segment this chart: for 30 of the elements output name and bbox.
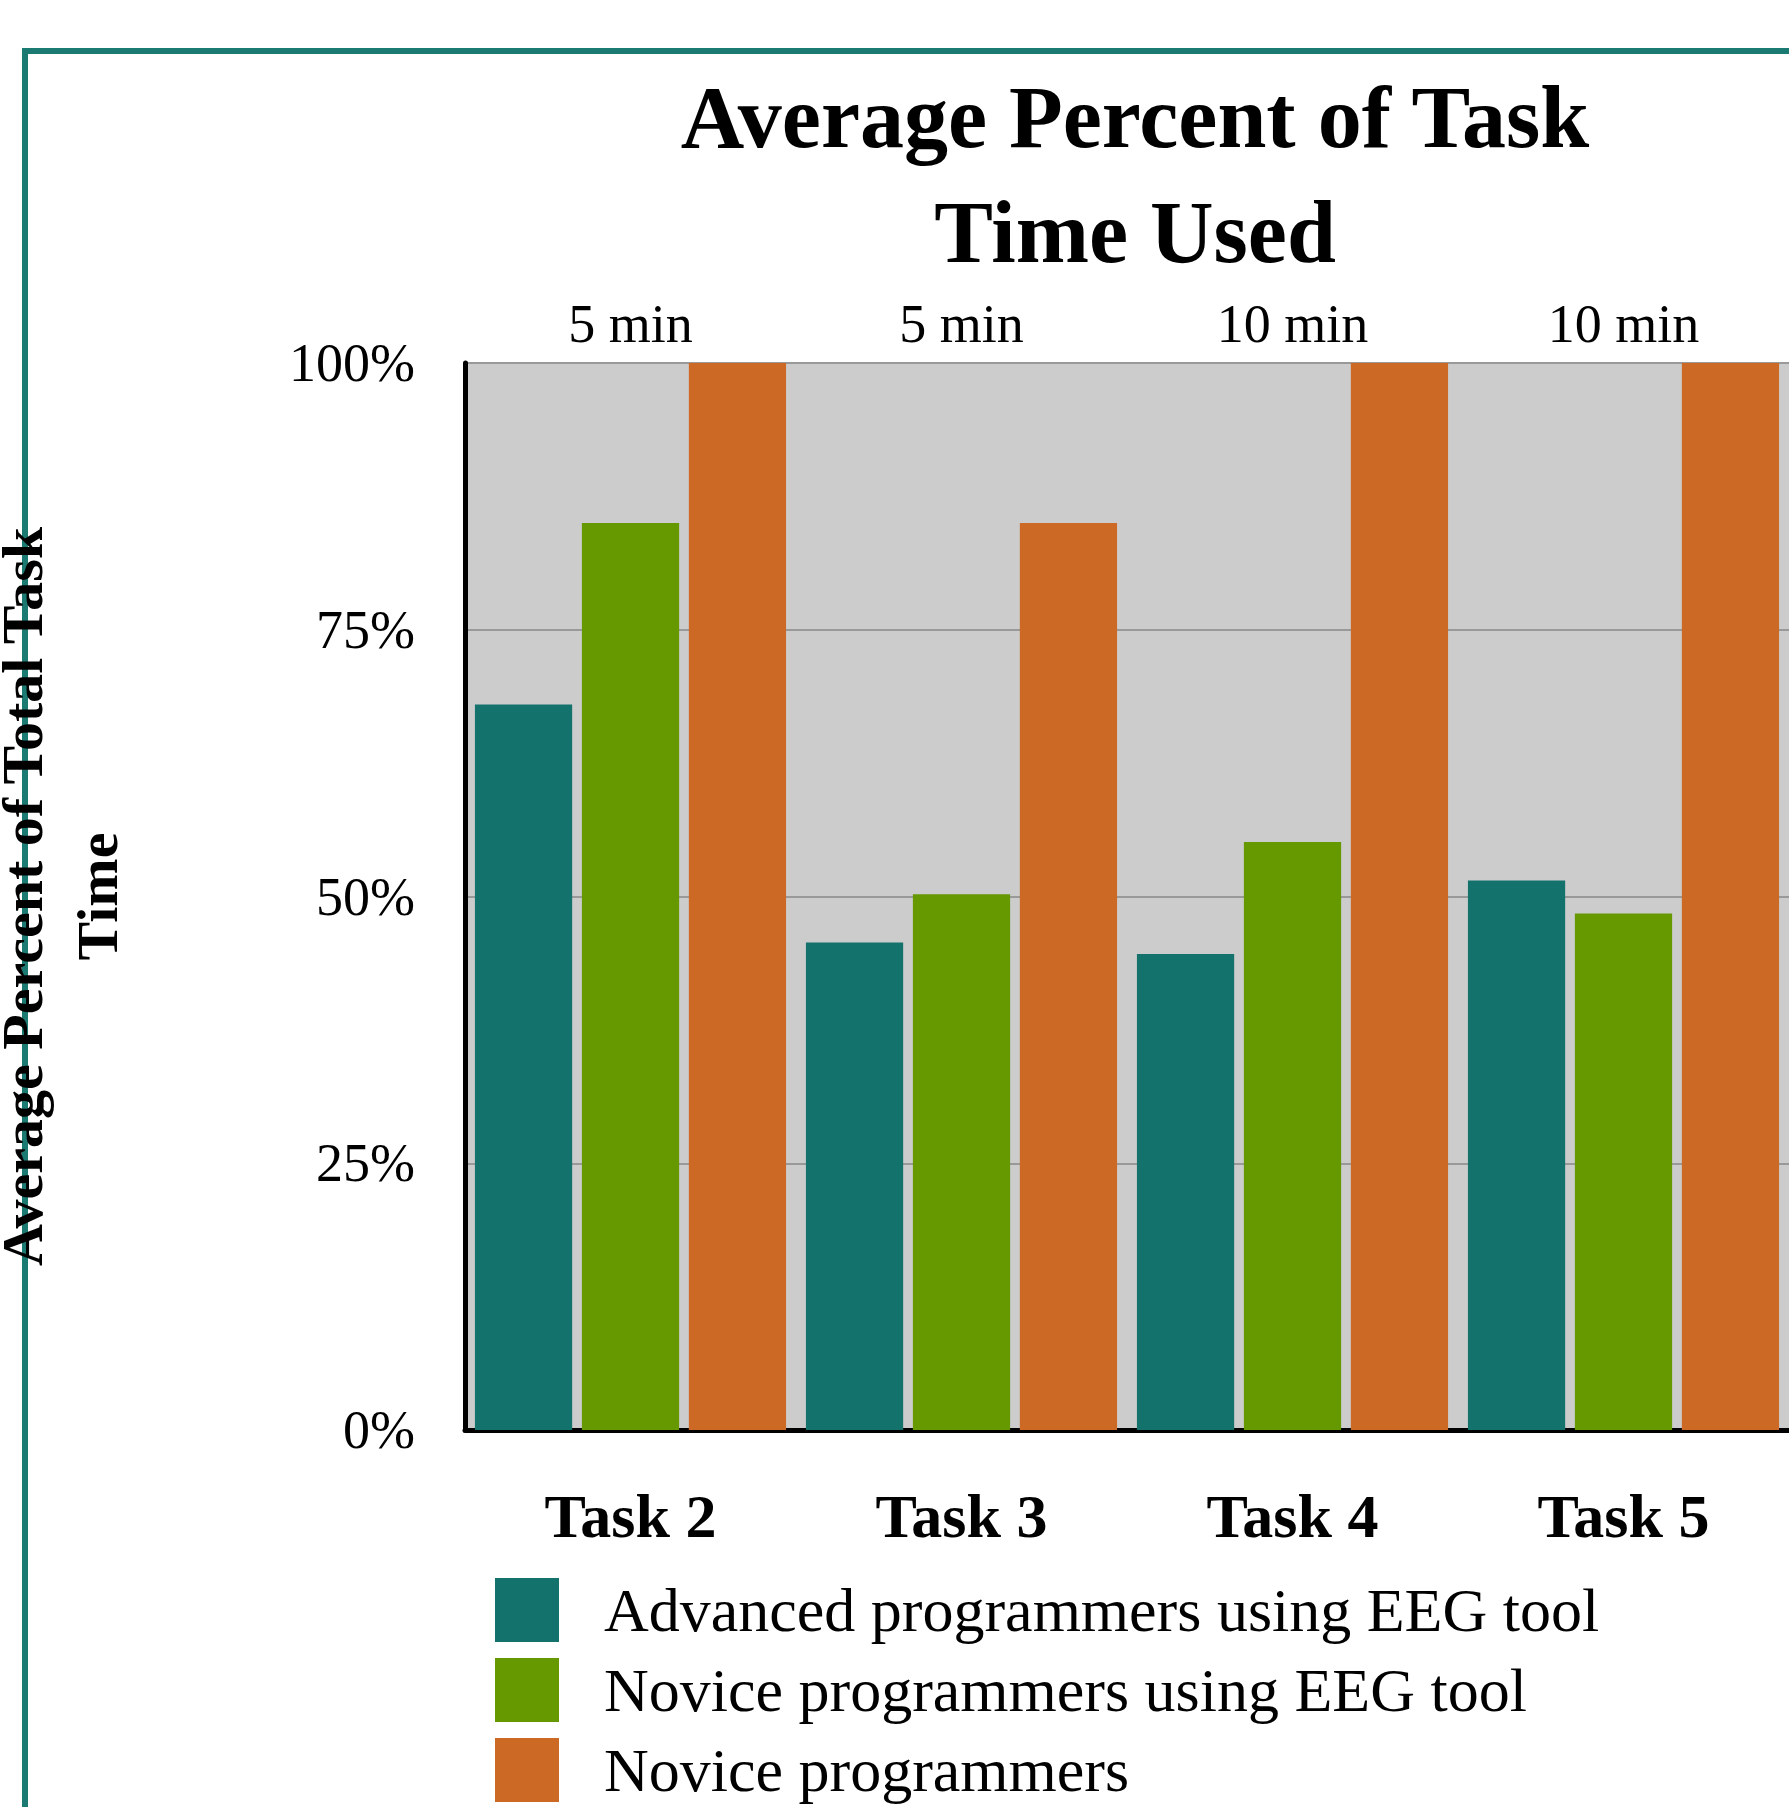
y-tick-label: 50% <box>316 866 415 927</box>
text: 5 min <box>899 294 1024 354</box>
x-tick-label: Task 2 <box>544 1482 717 1550</box>
bar <box>1574 913 1673 1430</box>
bar <box>1136 954 1235 1430</box>
legend-label: Novice programmers <box>604 1736 1130 1804</box>
bar <box>1243 842 1342 1430</box>
bar <box>912 894 1011 1430</box>
y-tick-label: 25% <box>316 1133 415 1194</box>
y-tick-label: 75% <box>316 599 415 660</box>
x-tick-label: Task 5 <box>1537 1482 1710 1550</box>
chart-title: Average Percent of Task Time Used <box>680 69 1590 281</box>
text: 10 min <box>1547 294 1700 354</box>
y-axis-title: Average Percent of Total Task Time <box>0 526 130 1266</box>
x-tick-label: Task 4 <box>1206 1482 1379 1550</box>
y-tick-label: 100% <box>289 333 415 393</box>
legend-label: Advanced programmers using EEG tool <box>604 1576 1600 1644</box>
bar <box>1467 880 1566 1430</box>
text: 5 min <box>568 294 693 354</box>
legend-label: Novice programmers using EEG tool <box>604 1656 1527 1724</box>
bar <box>1019 523 1118 1430</box>
bar <box>581 523 680 1430</box>
text: 10 min <box>1216 294 1369 354</box>
bar <box>1681 363 1780 1430</box>
bar <box>805 942 904 1430</box>
bar <box>688 363 787 1430</box>
bar <box>474 704 573 1430</box>
x-tick-label: Task 3 <box>875 1482 1048 1550</box>
y-tick-label: 0% <box>343 1400 415 1460</box>
bar <box>1350 363 1449 1430</box>
